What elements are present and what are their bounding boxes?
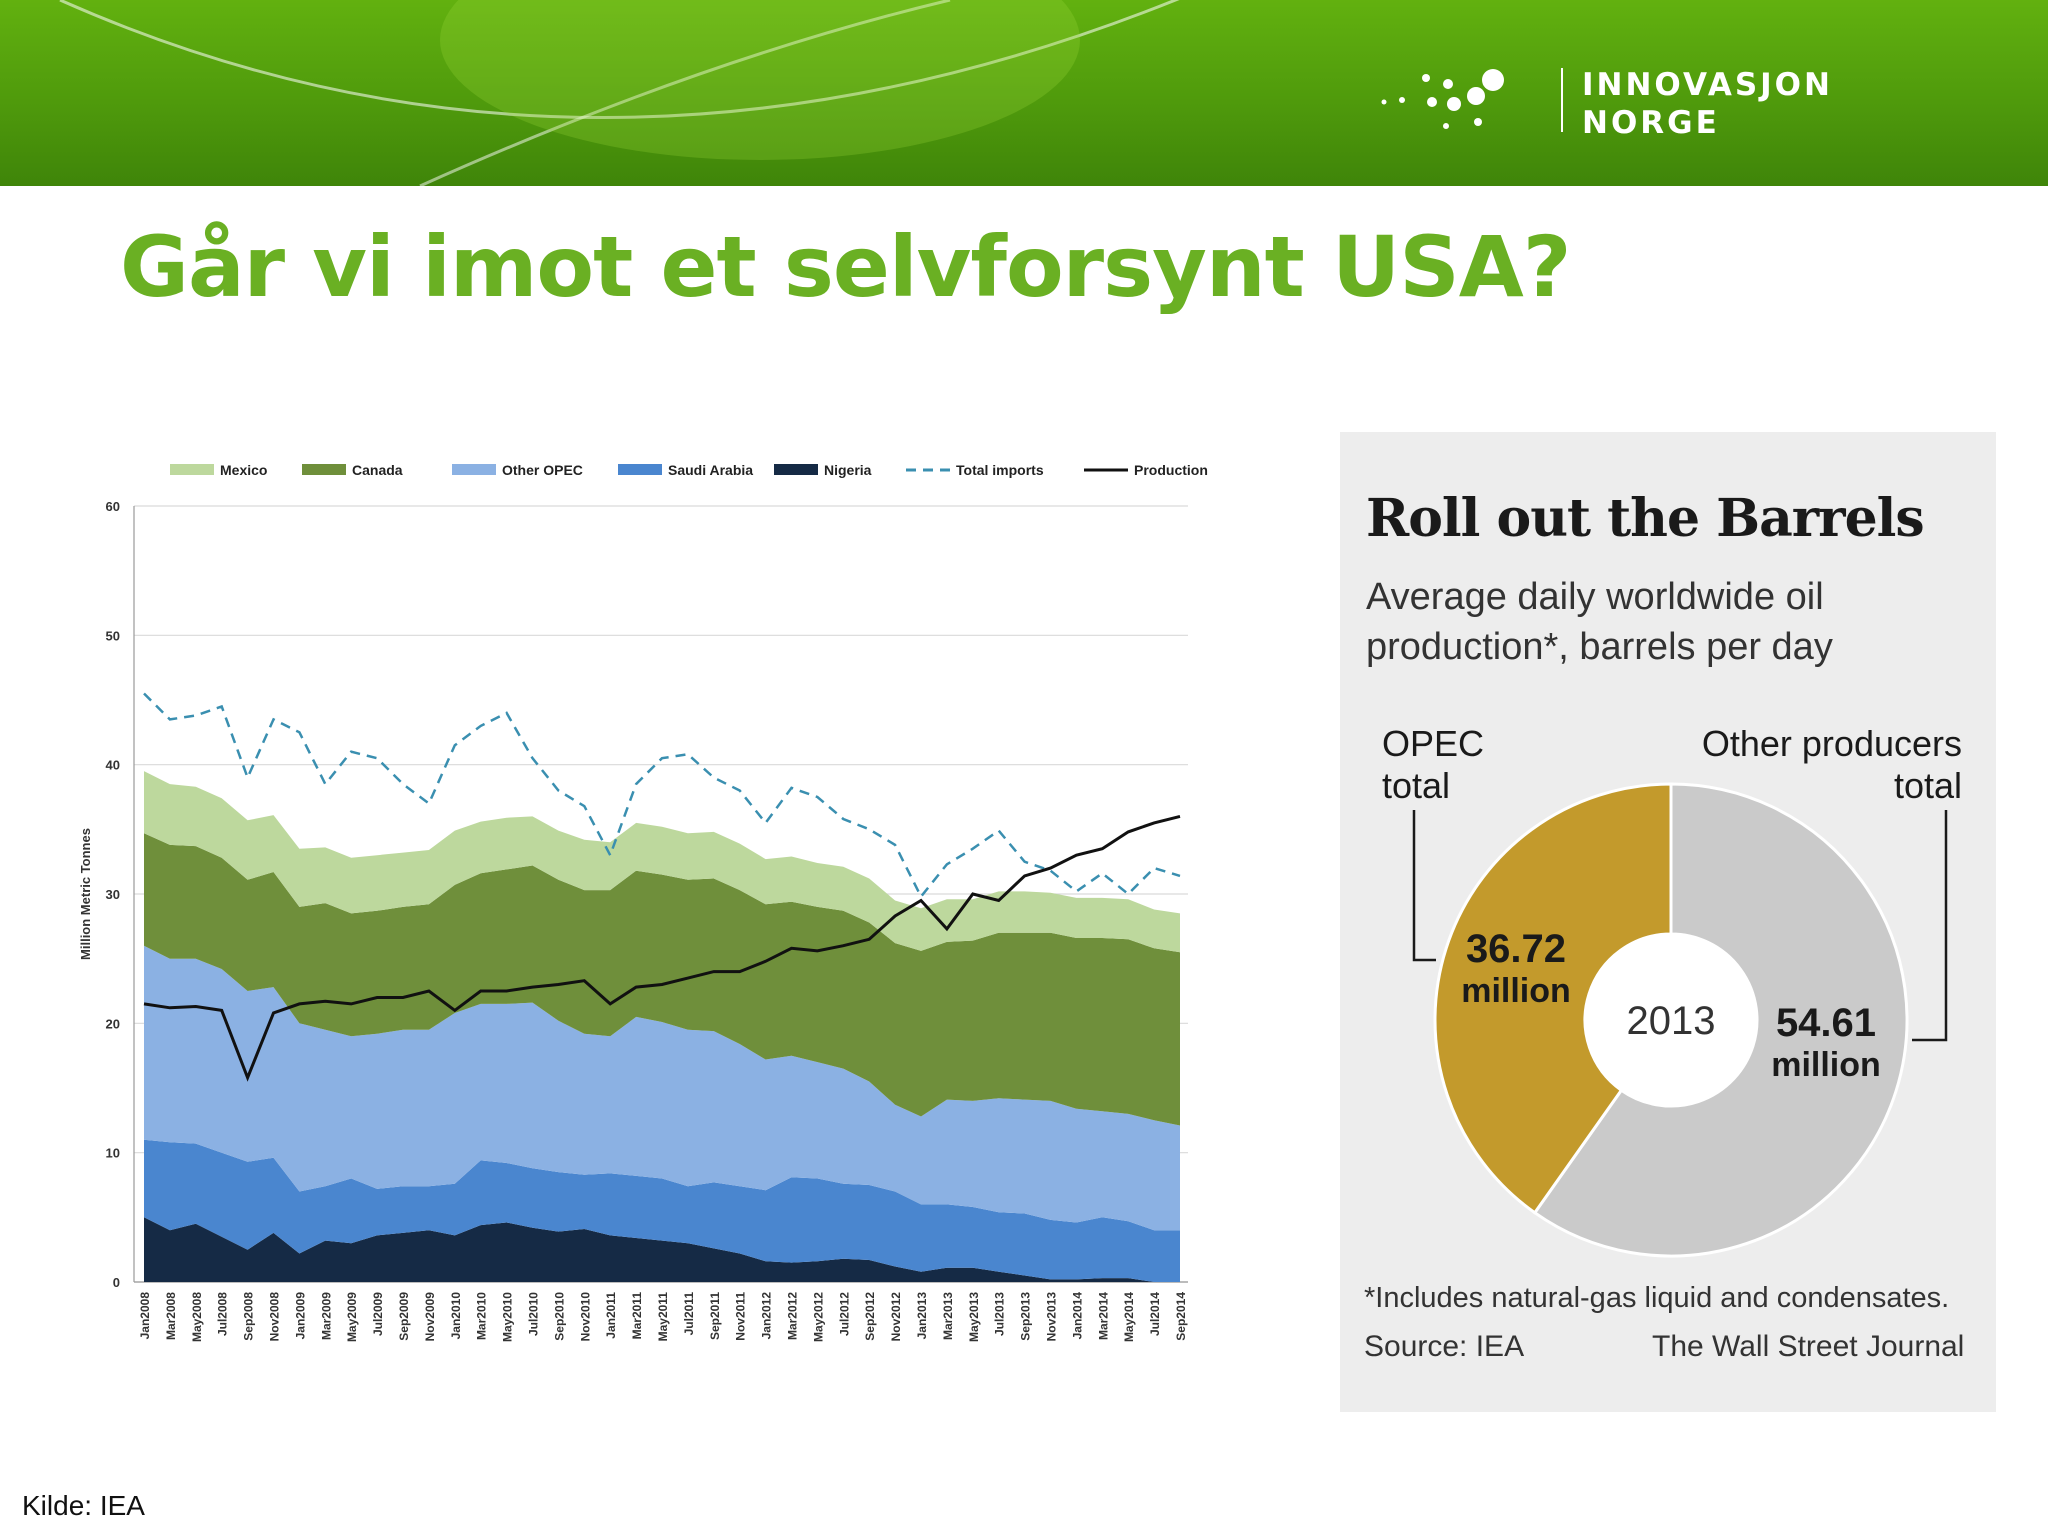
wsj-title: Roll out the Barrels bbox=[1366, 488, 1925, 549]
line-production bbox=[143, 814, 1181, 1082]
x-tick-label: May2011 bbox=[656, 1292, 670, 1342]
x-tick-label: Jan2013 bbox=[915, 1292, 929, 1340]
source-note: Kilde: IEA bbox=[22, 1490, 145, 1521]
opec-name-label: OPEC bbox=[1382, 723, 1484, 764]
us-oil-imports-chart: 0 10 20 30 40 50 60 Jan2008 Mar2008 May2008 Jul200… bbox=[78, 462, 1208, 1342]
legend-swatch bbox=[452, 464, 496, 475]
x-tick-label: Mar2010 bbox=[475, 1292, 489, 1340]
opec-unit-label: million bbox=[1461, 972, 1571, 1010]
x-tick-label: Nov2013 bbox=[1045, 1292, 1059, 1342]
area-nigeria bbox=[144, 1217, 1180, 1282]
slide-title: Går vi imot et selvforsynt USA? bbox=[120, 218, 1571, 316]
x-tick-label: Jan2009 bbox=[293, 1292, 307, 1340]
x-tick-label: Mar2008 bbox=[164, 1292, 178, 1340]
x-tick-label: May2009 bbox=[345, 1292, 359, 1342]
x-tick-label: Jul2012 bbox=[837, 1292, 851, 1336]
wsj-source: Source: IEA bbox=[1364, 1330, 1525, 1363]
other-unit-label: million bbox=[1771, 1046, 1881, 1084]
logo-wordmark: INNOVASJON NORGE bbox=[1582, 66, 1833, 142]
y-tick-label: 40 bbox=[106, 758, 120, 773]
donut-center-year: 2013 bbox=[1627, 999, 1716, 1043]
area-other-opec bbox=[144, 945, 1180, 1231]
x-tick-label: Jul2009 bbox=[371, 1292, 385, 1336]
x-tick-label: Sep2013 bbox=[1019, 1292, 1033, 1341]
x-tick-label: May2010 bbox=[501, 1292, 515, 1342]
donut-hole bbox=[1585, 934, 1757, 1106]
x-tick-label: Nov2008 bbox=[268, 1292, 282, 1342]
x-tick-label: Jul2014 bbox=[1148, 1292, 1162, 1336]
wsj-infographic: Roll out the Barrels Average daily world… bbox=[1340, 432, 1996, 1412]
x-tick-label: Jan2014 bbox=[1070, 1292, 1084, 1340]
x-tick-label: May2013 bbox=[967, 1292, 981, 1342]
wsj-subtitle: Average daily worldwide oil production*,… bbox=[1366, 576, 1833, 668]
legend-label: Saudi Arabia bbox=[668, 462, 753, 478]
y-tick-label: 10 bbox=[106, 1146, 120, 1161]
banner-decoration bbox=[59, 0, 1180, 186]
x-tick-label: Sep2010 bbox=[552, 1292, 566, 1341]
legend-swatch bbox=[302, 464, 346, 475]
innovasjon-norge-logo: INNOVASJON NORGE bbox=[1380, 60, 1830, 141]
x-tick-label: May2014 bbox=[1122, 1292, 1136, 1342]
x-tick-label: Jul2008 bbox=[216, 1292, 230, 1336]
logo-line-2: NORGE bbox=[1582, 105, 1720, 141]
area-canada bbox=[144, 833, 1180, 1126]
x-tick-label: Sep2009 bbox=[397, 1292, 411, 1341]
x-tick-label: Sep2011 bbox=[708, 1292, 722, 1340]
x-tick-label: Jul2013 bbox=[993, 1292, 1007, 1336]
x-tick-label: Nov2009 bbox=[423, 1292, 437, 1342]
opec-donut-chart: 201336.72million54.61millionOPECtotalOth… bbox=[1382, 723, 1962, 1258]
logo-line-1: INNOVASJON bbox=[1582, 67, 1833, 103]
x-tick-label: Jul2011 bbox=[682, 1292, 696, 1336]
x-tick-label: Nov2012 bbox=[889, 1292, 903, 1342]
x-tick-label: Jan2012 bbox=[760, 1292, 774, 1340]
x-tick-label: Nov2011 bbox=[734, 1292, 748, 1341]
x-tick-label: Jan2008 bbox=[138, 1292, 152, 1340]
other-name-label: Other producers bbox=[1702, 723, 1962, 764]
legend-swatch bbox=[618, 464, 662, 475]
area-mexico bbox=[144, 771, 1180, 953]
legend-label: Production bbox=[1134, 462, 1208, 478]
x-tick-label: Sep2008 bbox=[242, 1292, 256, 1341]
other-value-label: 54.61 bbox=[1776, 1001, 1876, 1045]
x-tick-label: May2008 bbox=[190, 1292, 204, 1342]
y-tick-label: 0 bbox=[113, 1275, 120, 1290]
legend-label: Total imports bbox=[956, 462, 1044, 478]
x-tick-label: May2012 bbox=[811, 1292, 825, 1342]
x-tick-label: Sep2012 bbox=[863, 1292, 877, 1341]
opec-value-label: 36.72 bbox=[1466, 927, 1566, 971]
y-axis-title: Million Metric Tonnes bbox=[78, 828, 93, 960]
wsj-publisher: The Wall Street Journal bbox=[1652, 1330, 1965, 1363]
legend-label: Other OPEC bbox=[502, 462, 583, 478]
y-tick-label: 50 bbox=[106, 628, 120, 643]
legend-label: Mexico bbox=[220, 462, 267, 478]
wsj-footnote: *Includes natural-gas liquid and condens… bbox=[1364, 1282, 1950, 1314]
x-tick-label: Mar2011 bbox=[630, 1292, 644, 1340]
legend-swatch bbox=[774, 464, 818, 475]
x-tick-label: Mar2013 bbox=[941, 1292, 955, 1340]
y-tick-label: 20 bbox=[106, 1016, 120, 1031]
opec-name-label-2: total bbox=[1382, 765, 1450, 806]
line-total-imports bbox=[143, 692, 1181, 899]
y-tick-label: 60 bbox=[106, 499, 120, 514]
opec-leader-line bbox=[1412, 810, 1436, 962]
area-saudi-arabia bbox=[144, 1139, 1180, 1282]
x-tick-label: Mar2012 bbox=[786, 1292, 800, 1340]
y-tick-label: 30 bbox=[106, 887, 120, 902]
x-tick-label: Nov2010 bbox=[578, 1292, 592, 1342]
logo-dots-icon bbox=[1381, 68, 1563, 132]
header-banner: INNOVASJON NORGE bbox=[0, 0, 2048, 186]
other-name-label-2: total bbox=[1894, 765, 1962, 806]
x-tick-label: Jan2010 bbox=[449, 1292, 463, 1340]
x-tick-label: Mar2014 bbox=[1096, 1292, 1110, 1340]
x-tick-label: Mar2009 bbox=[319, 1292, 333, 1340]
x-tick-label: Jan2011 bbox=[604, 1292, 618, 1339]
legend-label: Canada bbox=[352, 462, 403, 478]
legend-swatch bbox=[170, 464, 214, 475]
x-tick-label: Jul2010 bbox=[527, 1292, 541, 1336]
legend-label: Nigeria bbox=[824, 462, 872, 478]
x-tick-label: Sep2014 bbox=[1174, 1292, 1188, 1341]
other-leader-line bbox=[1912, 810, 1948, 1042]
